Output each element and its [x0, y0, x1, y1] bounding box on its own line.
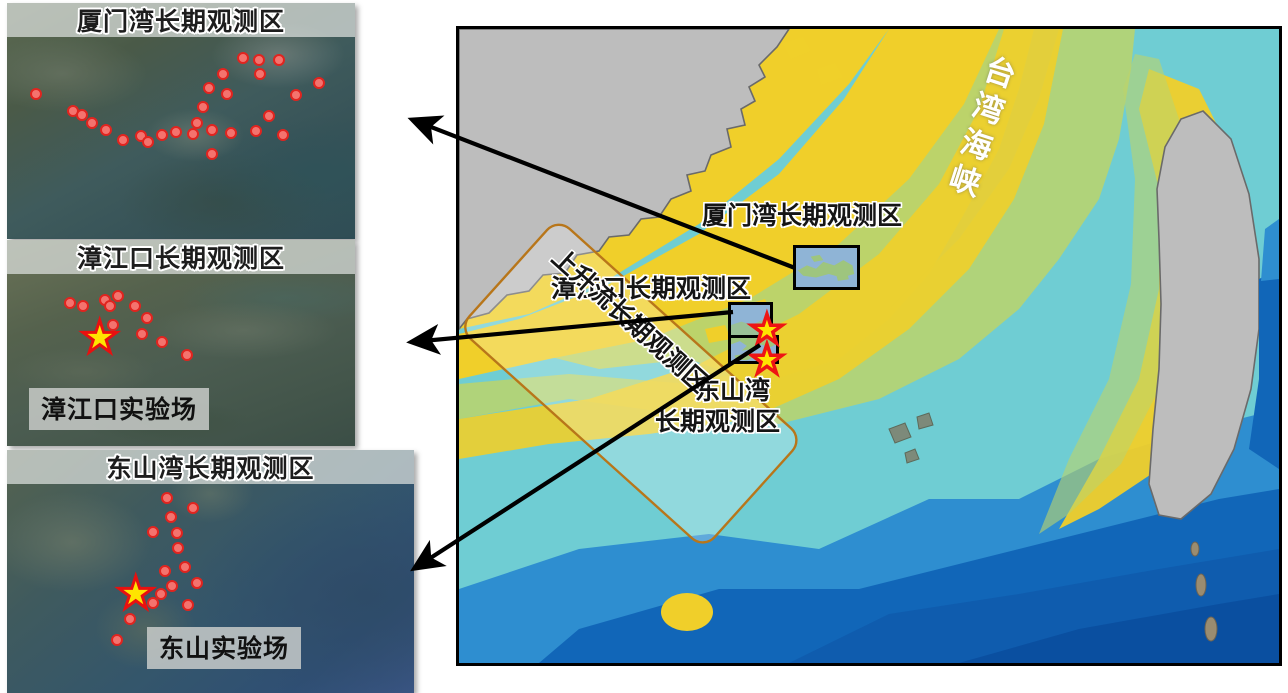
station-dot [124, 613, 136, 625]
bathymetry-map-svg [459, 29, 1279, 663]
shelf-yellow-main [459, 29, 999, 379]
satellite-image-xiamen [7, 3, 355, 239]
station-dot [172, 542, 184, 554]
station-dot [142, 136, 154, 148]
station-dot [86, 117, 98, 129]
station-dot [313, 77, 325, 89]
zhangjiangkou-map-label: 漳江口长期观测区 [551, 274, 752, 303]
zhangjiangkou-inset-thumb [731, 305, 770, 335]
station-dot [191, 577, 203, 589]
field-site-star-zhangjiangkou: ★ [78, 312, 120, 363]
station-dot [111, 634, 123, 646]
panel-xiamen-bay: 厦门湾长期观测区 [7, 3, 355, 239]
station-dot [129, 300, 141, 312]
station-dot [187, 502, 199, 514]
seamount-yellow [661, 593, 713, 631]
station-dot [179, 561, 191, 573]
site-label-zhangjiangkou: 漳江口实验场 [29, 388, 210, 430]
station-dot [221, 88, 233, 100]
station-dot [171, 527, 183, 539]
main-map: 厦门湾长期观测区 漳江口长期观测区 东山湾 长期观测区 台湾海峡 上升流长期观测… [456, 26, 1282, 666]
luzon-ridge-islands [1190, 541, 1218, 642]
field-site-star-dongshan: ★ [114, 568, 156, 619]
station-dot [170, 126, 182, 138]
station-dot [182, 599, 194, 611]
station-dot [250, 125, 262, 137]
coast-detail-5 [817, 63, 843, 85]
station-dot [147, 526, 159, 538]
coast-detail-4 [783, 37, 811, 59]
panel-zhangjiangkou: 漳江口长期观测区 ★ 漳江口实验场 [7, 240, 355, 446]
xiamen-bay-map-label: 厦门湾长期观测区 [702, 201, 903, 230]
station-dot [64, 297, 76, 309]
station-dot [254, 68, 266, 80]
panel-title-band [7, 3, 355, 37]
station-dot [77, 300, 89, 312]
panel-title-zhangjiangkou: 漳江口长期观测区 [76, 244, 285, 273]
station-dot [273, 54, 285, 66]
east-taiwan-deep [1249, 269, 1279, 469]
station-dot [165, 511, 177, 523]
station-dot [147, 597, 159, 609]
station-dot [141, 312, 153, 324]
station-dot [159, 565, 171, 577]
station-dot [76, 109, 88, 121]
panel-title-xiamen: 厦门湾长期观测区 [76, 7, 285, 36]
shelf-green-south [459, 29, 1135, 424]
station-dot [156, 129, 168, 141]
station-dot [104, 300, 116, 312]
station-dot [187, 128, 199, 140]
station-dot [225, 127, 237, 139]
station-dot [136, 328, 148, 340]
panel-title-band [7, 240, 355, 274]
station-dot [107, 319, 119, 331]
taiwan-island [1148, 110, 1260, 520]
penghu-islands [888, 412, 934, 464]
station-dot [30, 88, 42, 100]
panel-title-dongshan: 东山湾长期观测区 [106, 454, 315, 483]
site-label-dongshan: 东山实验场 [147, 627, 302, 669]
east-taiwan-shelf [1261, 219, 1279, 281]
station-dot [290, 89, 302, 101]
station-dot [277, 129, 289, 141]
field-site-star-dongshan-map: ★ [747, 337, 786, 383]
panel-title-band [7, 450, 414, 484]
station-dot [155, 588, 167, 600]
station-dot [217, 68, 229, 80]
abyssal-band [959, 594, 1279, 663]
panel-dongshan-bay: 东山湾长期观测区 ★ 东山实验场 [7, 450, 414, 693]
station-dot [203, 82, 215, 94]
zhangjiangkou-inset-locator[interactable] [728, 302, 773, 338]
station-dot [181, 349, 193, 361]
station-dot [263, 110, 275, 122]
station-dot [117, 134, 129, 146]
station-dot [237, 52, 249, 64]
station-dot [191, 117, 203, 129]
station-dot [112, 290, 124, 302]
station-dot [253, 54, 265, 66]
station-dot [206, 148, 218, 160]
station-dot [161, 492, 173, 504]
station-dot [166, 580, 178, 592]
taiwan-shelf-green [1039, 54, 1187, 534]
xiamen-inset-locator[interactable] [793, 245, 860, 290]
station-dot [100, 124, 112, 136]
dongshan-bay-map-label-line2: 长期观测区 [655, 407, 781, 436]
station-dot [206, 124, 218, 136]
station-dot [156, 336, 168, 348]
station-dot [197, 101, 209, 113]
xiamen-inset-thumb [796, 248, 857, 287]
